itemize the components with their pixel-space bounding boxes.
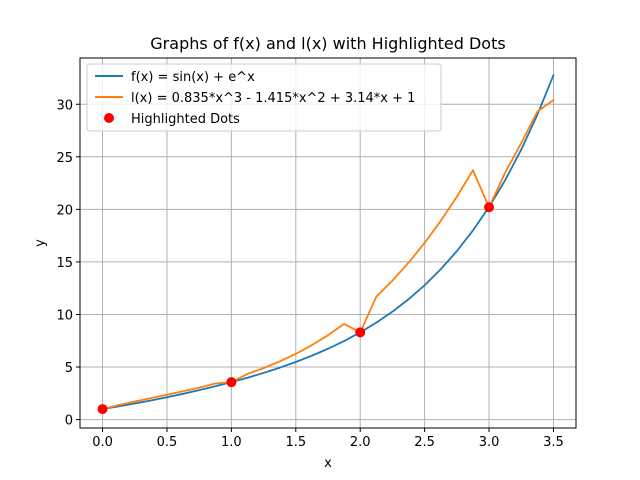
x-tick-label: 3.5 — [543, 435, 564, 450]
legend-label-f: f(x) = sin(x) + e^x — [131, 70, 255, 85]
x-tick-label: 2.0 — [350, 435, 371, 450]
x-tick-label: 1.0 — [221, 435, 242, 450]
x-axis-ticks: 0.0 0.5 1.0 1.5 2.0 2.5 3.0 3.5 — [92, 428, 564, 450]
x-tick-label: 1.5 — [285, 435, 306, 450]
y-tick-label: 5 — [65, 361, 73, 376]
highlighted-dot — [355, 327, 366, 338]
y-tick-label: 10 — [56, 308, 73, 323]
highlighted-dots-layer — [97, 202, 495, 415]
highlighted-dot — [484, 202, 495, 213]
highlighted-dot — [226, 377, 237, 388]
legend: f(x) = sin(x) + e^x l(x) = 0.835*x^3 - 1… — [86, 63, 442, 132]
y-tick-label: 30 — [56, 98, 73, 113]
y-axis-ticks: 0 5 10 15 20 25 30 — [56, 98, 80, 429]
plot-area-frame — [79, 57, 577, 429]
highlighted-dot — [97, 404, 108, 415]
legend-box — [86, 63, 442, 132]
series-l-line — [101, 99, 555, 410]
series-f-line — [101, 74, 555, 410]
y-tick-label: 15 — [56, 256, 73, 271]
x-tick-label: 0.5 — [157, 435, 178, 450]
y-axis-label: y — [33, 239, 48, 247]
legend-label-l: l(x) = 0.835*x^3 - 1.415*x^2 + 3.14*x + … — [131, 91, 415, 106]
series-layer — [101, 74, 555, 410]
x-tick-label: 0.0 — [92, 435, 113, 450]
legend-swatch-dots — [104, 113, 114, 123]
x-tick-label: 2.5 — [414, 435, 435, 450]
chart-title: Graphs of f(x) and l(x) with Highlighted… — [150, 34, 505, 53]
x-tick-label: 3.0 — [479, 435, 500, 450]
legend-label-dots: Highlighted Dots — [131, 112, 240, 127]
y-tick-label: 20 — [56, 203, 73, 218]
y-tick-label: 0 — [65, 414, 73, 429]
x-axis-label: x — [324, 456, 332, 471]
y-tick-label: 25 — [56, 151, 73, 166]
